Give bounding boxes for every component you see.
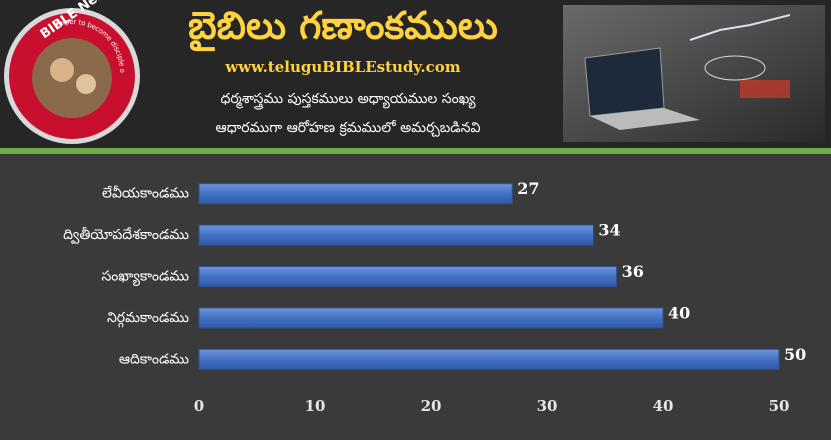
header-photo: [563, 5, 825, 142]
x-tick-label: 30: [537, 397, 558, 415]
title: బైబిలు గణాంకములు: [188, 4, 498, 52]
value-label: 27: [517, 179, 539, 198]
x-tick-label: 20: [421, 397, 442, 415]
y-tick-label: సంఖ్యాకాండము: [101, 269, 189, 287]
bar: [198, 224, 594, 246]
bar: [198, 348, 780, 370]
y-tick-label: లేవీయకాండము: [102, 186, 189, 202]
value-label: 34: [598, 221, 620, 240]
bar: [198, 307, 664, 329]
y-tick-label: ఆదికాండము: [119, 351, 189, 367]
bar: [198, 183, 513, 205]
website: www.teluguBIBLEstudy.com: [224, 58, 460, 76]
subtitle-line: ఆధారముగా ఆరోహణ క్రమములో అమర్చబడినవి: [216, 120, 481, 137]
x-tick-label: 50: [769, 397, 790, 415]
y-tick-label: ద్వితీయోపదేశకాండము: [63, 227, 189, 244]
value-label: 50: [784, 345, 806, 364]
y-tick-label: నిర్గమకాండము: [107, 310, 189, 328]
x-tick-label: 40: [653, 397, 674, 415]
divider: [0, 148, 831, 154]
x-tick-label: 10: [305, 397, 326, 415]
x-tick-label: 0: [194, 397, 204, 415]
value-label: 36: [622, 262, 644, 281]
value-label: 40: [668, 303, 690, 322]
subtitle-line: ధర్మశాస్త్రము పుస్తకములు అధ్యాయముల సంఖ్య: [220, 91, 476, 110]
bar: [198, 266, 618, 287]
